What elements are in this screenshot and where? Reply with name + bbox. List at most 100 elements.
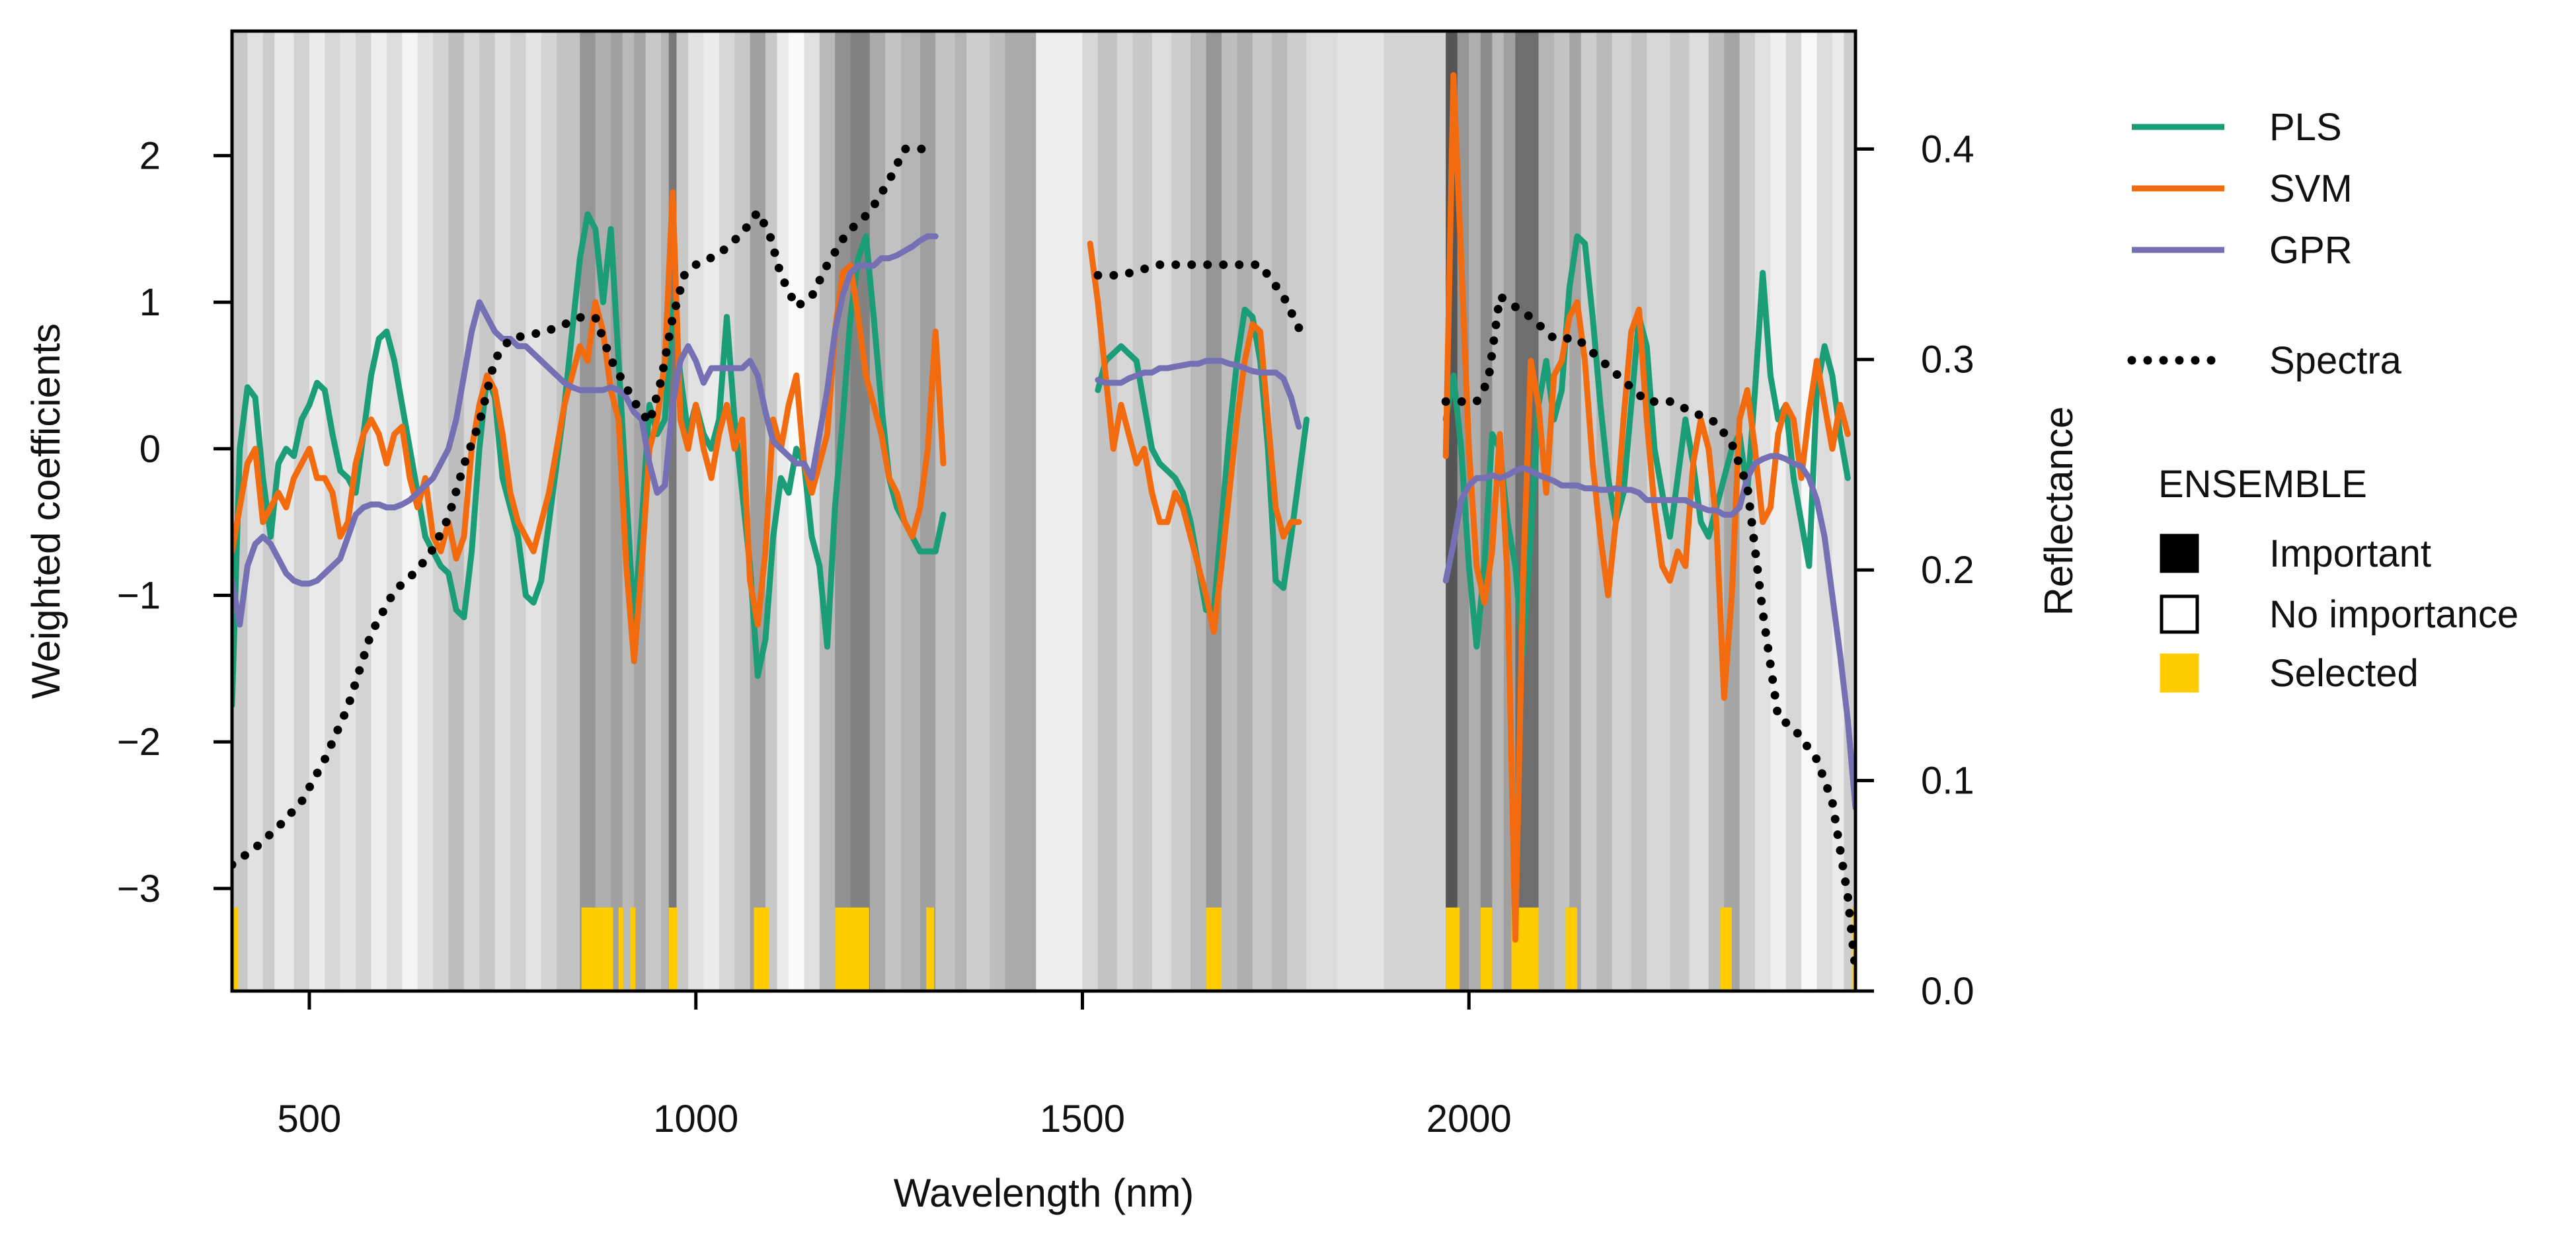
importance-band bbox=[688, 31, 705, 991]
y-tick-label-right: 0.2 bbox=[1921, 549, 1974, 592]
importance-band bbox=[274, 31, 295, 991]
importance-band bbox=[1036, 31, 1083, 991]
y-tick-label-left: −2 bbox=[117, 721, 161, 764]
importance-band bbox=[1005, 31, 1037, 991]
importance-band bbox=[1206, 31, 1222, 991]
y-axis-title-left: Weighted coefficients bbox=[24, 323, 68, 699]
importance-band bbox=[595, 31, 612, 991]
series-line-svm bbox=[1442, 72, 1851, 943]
selected-region bbox=[1720, 907, 1732, 991]
legend-label-spectra: Spectra bbox=[2269, 339, 2402, 382]
importance-band bbox=[1553, 31, 1571, 991]
importance-band bbox=[1538, 31, 1555, 991]
importance-band bbox=[869, 31, 886, 991]
importance-band bbox=[919, 31, 937, 991]
importance-band bbox=[433, 31, 449, 991]
legend-swatch-important bbox=[2160, 534, 2199, 573]
selected-region bbox=[581, 907, 604, 991]
importance-band bbox=[293, 31, 310, 991]
y-tick-label-right: 0.4 bbox=[1921, 128, 1974, 171]
selected-region bbox=[618, 907, 623, 991]
x-tick-label: 2000 bbox=[1426, 1097, 1512, 1140]
x-tick-label: 500 bbox=[278, 1097, 342, 1140]
importance-band bbox=[990, 31, 1006, 991]
importance-band bbox=[1631, 31, 1648, 991]
importance-band bbox=[1569, 31, 1582, 991]
series-line-svm bbox=[232, 189, 947, 664]
importance-band bbox=[668, 31, 678, 991]
importance-band bbox=[703, 31, 720, 991]
importance-band bbox=[1384, 31, 1447, 991]
series-lines bbox=[232, 72, 1855, 975]
selected-region bbox=[1565, 907, 1577, 991]
importance-band bbox=[661, 31, 670, 991]
importance-band bbox=[1190, 31, 1207, 991]
importance-band bbox=[1117, 31, 1134, 991]
y-tick-label-left: 0 bbox=[139, 428, 161, 471]
importance-band bbox=[750, 31, 766, 991]
selected-region bbox=[1206, 907, 1222, 991]
selected-region bbox=[835, 907, 869, 991]
legend-swatch-no-importance bbox=[2160, 594, 2199, 634]
importance-band bbox=[789, 31, 805, 991]
legend-label-pls: PLS bbox=[2269, 106, 2342, 149]
importance-band bbox=[1739, 31, 1756, 991]
legend-label-important: Important bbox=[2269, 532, 2431, 575]
series-line-spectra bbox=[232, 144, 940, 869]
legend-label-svm: SVM bbox=[2269, 167, 2353, 210]
selected-region bbox=[668, 907, 678, 991]
importance-band bbox=[1306, 31, 1339, 991]
importance-band bbox=[955, 31, 968, 991]
importance-band bbox=[371, 31, 387, 991]
importance-band bbox=[1337, 31, 1385, 991]
plot-frame bbox=[230, 29, 1857, 993]
importance-band bbox=[676, 31, 689, 991]
importance-band bbox=[1097, 31, 1118, 991]
importance-band bbox=[966, 31, 991, 991]
importance-band bbox=[1237, 31, 1253, 991]
legend-swatch-selected bbox=[2160, 653, 2199, 693]
series-line-gpr bbox=[1442, 453, 1855, 811]
importance-band bbox=[386, 31, 403, 991]
importance-band bbox=[765, 31, 778, 991]
importance-band bbox=[1492, 31, 1504, 991]
x-tick-label: 1000 bbox=[653, 1097, 738, 1140]
series-line-spectra bbox=[1093, 260, 1304, 333]
importance-band bbox=[1581, 31, 1598, 991]
y-tick-label-left: −1 bbox=[117, 574, 161, 617]
selected-regions bbox=[232, 907, 1855, 991]
importance-band bbox=[479, 31, 496, 991]
legend-label-no-importance: No importance bbox=[2269, 593, 2518, 636]
importance-band bbox=[719, 31, 736, 991]
series-line-gpr bbox=[232, 233, 939, 628]
selected-region bbox=[1446, 907, 1460, 991]
legend-label-selected: Selected bbox=[2269, 652, 2419, 695]
y-tick-label-right: 0.0 bbox=[1921, 970, 1974, 1013]
importance-band bbox=[580, 31, 596, 991]
y-tick-label-left: 1 bbox=[139, 281, 161, 324]
axes: 500 1000 1500 2000 −3 −2 −1 0 1 2 0.0 0.1 0.2 0.3 0.4 bbox=[117, 128, 1974, 1140]
importance-band bbox=[1770, 31, 1787, 991]
legend-label-gpr: GPR bbox=[2269, 229, 2353, 272]
selected-region bbox=[754, 907, 769, 991]
importance-band bbox=[1132, 31, 1153, 991]
y-tick-label-right: 0.1 bbox=[1921, 760, 1974, 803]
y-tick-label-left: 2 bbox=[139, 134, 161, 177]
selected-region bbox=[1480, 907, 1493, 991]
selected-region bbox=[926, 907, 934, 991]
importance-band bbox=[526, 31, 542, 991]
importance-band bbox=[309, 31, 326, 991]
importance-band bbox=[557, 31, 581, 991]
series-line-gpr bbox=[1095, 358, 1302, 430]
importance-band bbox=[1832, 31, 1845, 991]
series-line-spectra bbox=[1441, 292, 1855, 975]
importance-band bbox=[1082, 31, 1099, 991]
x-tick-label: 1500 bbox=[1040, 1097, 1125, 1140]
selected-region bbox=[630, 907, 636, 991]
selected-region bbox=[603, 907, 613, 991]
selected-region bbox=[232, 907, 239, 991]
importance-band bbox=[850, 31, 871, 991]
x-axis-title: Wavelength (nm) bbox=[894, 1171, 1194, 1215]
y-tick-label-left: −3 bbox=[117, 867, 161, 910]
